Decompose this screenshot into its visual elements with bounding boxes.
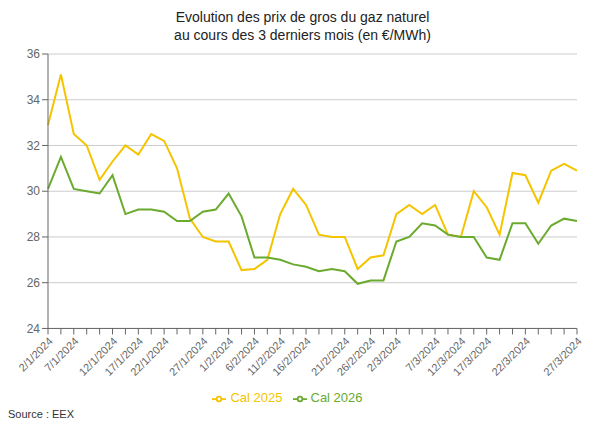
svg-text:17/1/2024: 17/1/2024 [102,334,146,378]
svg-text:30: 30 [27,184,41,198]
svg-text:12/1/2024: 12/1/2024 [76,334,120,378]
svg-text:11/2/2024: 11/2/2024 [244,334,288,378]
svg-text:1/2/2024: 1/2/2024 [196,334,236,374]
svg-text:24: 24 [27,322,41,336]
svg-text:26/2/2024: 26/2/2024 [334,334,378,378]
html-text:Cal 2025: Cal 2025 [230,390,283,406]
svg-text:22/1/2024: 22/1/2024 [128,335,171,378]
svg-text:26: 26 [27,276,41,290]
html-text:Source : EEX: Source : EEX [8,408,74,420]
html-text:Evolution des prix de gros du: Evolution des prix de gros du gaz nature… [175,9,430,25]
svg-text:21/2/2024: 21/2/2024 [308,334,352,378]
svg-text:7/3/2024: 7/3/2024 [403,334,442,374]
svg-text:6/2/2024: 6/2/2024 [222,334,262,374]
svg-text:2/1/2024: 2/1/2024 [16,334,55,374]
svg-text:32: 32 [27,139,41,153]
svg-text:12/3/2024: 12/3/2024 [424,334,468,378]
html-text:Cal 2026: Cal 2026 [310,390,363,406]
html-text:au cours des 3 derniers mois (: au cours des 3 derniers mois (en €/MWh) [174,27,431,43]
svg-text:7/1/2024: 7/1/2024 [42,335,81,374]
svg-text:34: 34 [27,93,41,107]
svg-text:22/3/2024: 22/3/2024 [489,335,532,378]
svg-text:36: 36 [27,47,41,61]
svg-text:27/1/2024: 27/1/2024 [166,334,210,378]
svg-text:17/3/2024: 17/3/2024 [451,335,494,378]
svg-text:16/2/2024: 16/2/2024 [270,335,313,378]
svg-text:27/3/2024: 27/3/2024 [541,335,584,378]
svg-text:2/3/2024: 2/3/2024 [365,335,404,374]
svg-text:28: 28 [27,230,41,244]
